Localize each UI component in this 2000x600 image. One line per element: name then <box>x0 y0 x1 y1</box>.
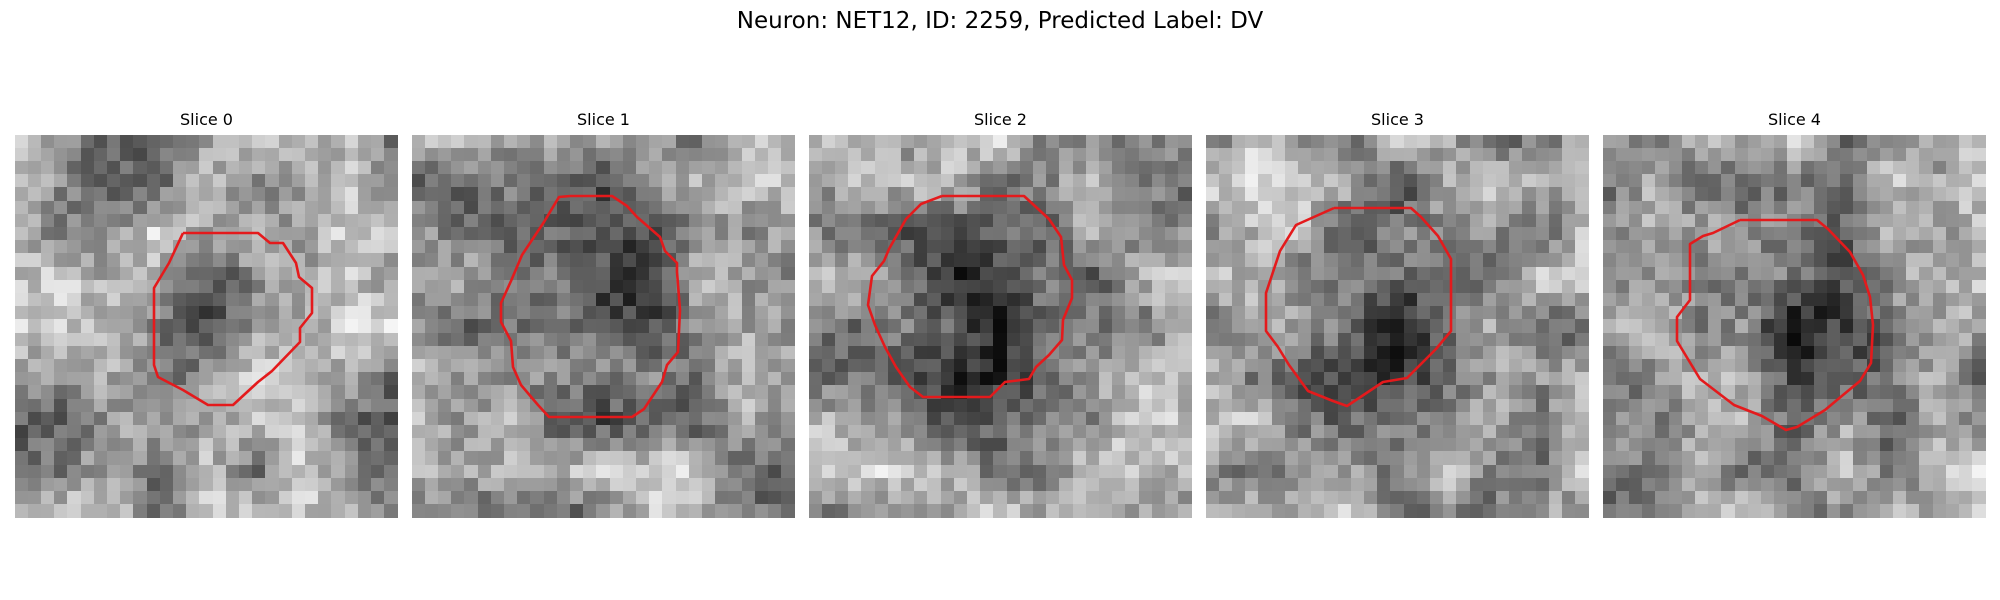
neuron-contour <box>499 194 682 419</box>
grayscale-image <box>1603 135 1986 518</box>
slice-panel-0: Slice 0 <box>15 110 398 518</box>
panel-title: Slice 4 <box>1768 110 1821 129</box>
figure-title: Neuron: NET12, ID: 2259, Predicted Label… <box>736 8 1264 34</box>
grayscale-image <box>15 135 398 518</box>
contour-overlay <box>1264 206 1453 408</box>
slice-panel-3: Slice 3 <box>1206 110 1589 518</box>
grayscale-image <box>412 135 795 518</box>
contour-overlay <box>499 194 682 419</box>
grayscale-image <box>809 135 1192 518</box>
contour-overlay <box>866 194 1074 399</box>
slice-panel-2: Slice 2 <box>809 110 1192 518</box>
neuron-contour <box>1264 206 1453 408</box>
neuron-contour <box>1675 218 1875 432</box>
slice-panel-4: Slice 4 <box>1603 110 1986 518</box>
grayscale-image <box>1206 135 1589 518</box>
contour-overlay <box>152 231 314 407</box>
panel-title: Slice 1 <box>577 110 630 129</box>
neuron-contour <box>866 194 1074 399</box>
panel-title: Slice 0 <box>180 110 233 129</box>
slice-panel-1: Slice 1 <box>412 110 795 518</box>
neuron-contour <box>152 231 314 407</box>
panel-title: Slice 2 <box>974 110 1027 129</box>
panel-title: Slice 3 <box>1371 110 1424 129</box>
contour-overlay <box>1675 218 1875 432</box>
